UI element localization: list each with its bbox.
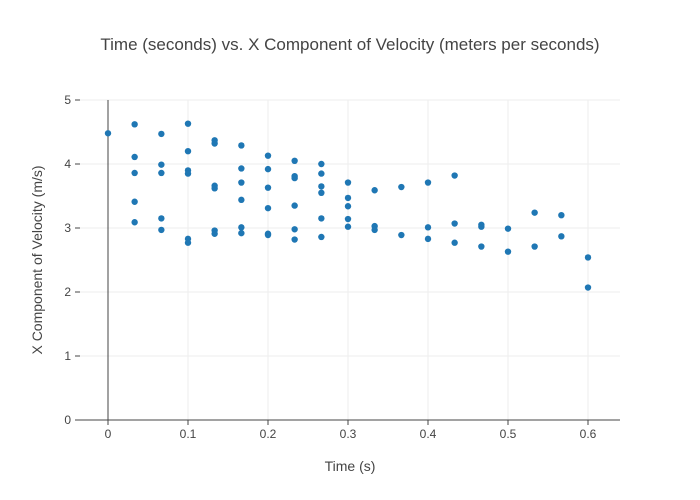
data-point	[478, 243, 485, 250]
y-tick-label: 1	[64, 349, 71, 363]
data-point	[424, 224, 432, 231]
data-point	[211, 140, 218, 147]
data-point	[264, 231, 272, 239]
data-point	[291, 174, 298, 182]
data-point	[451, 172, 458, 179]
data-point	[184, 120, 192, 127]
data-point	[291, 157, 298, 164]
y-tick-label: 2	[64, 285, 71, 299]
data-point	[158, 161, 165, 168]
data-point	[344, 179, 352, 186]
data-point	[318, 189, 325, 196]
x-tick-labels: 0 0.1 0.2 0.3 0.4 0.5 0.6	[105, 427, 597, 441]
data-point	[344, 194, 352, 202]
y-tick-label: 4	[64, 157, 71, 171]
grid-layer	[80, 99, 620, 420]
data-point	[264, 152, 272, 159]
data-point	[318, 233, 325, 241]
data-point	[131, 219, 138, 226]
data-point	[451, 220, 458, 227]
data-point	[211, 185, 218, 192]
data-point	[291, 226, 298, 233]
data-point	[398, 183, 405, 191]
x-tick-label: 0.6	[580, 427, 597, 441]
data-point	[264, 184, 272, 191]
data-point	[371, 226, 378, 234]
y-axis-title: X Component of Velocity (m/s)	[29, 165, 45, 354]
data-point	[504, 248, 512, 255]
data-point	[371, 187, 378, 194]
data-point	[184, 170, 192, 177]
data-point	[131, 121, 138, 128]
data-point	[158, 130, 165, 138]
x-tick-label: 0.5	[500, 427, 517, 441]
data-point	[131, 153, 138, 161]
data-point	[184, 239, 192, 246]
data-point	[238, 229, 245, 237]
data-point	[158, 169, 165, 177]
x-axis-title: Time (s)	[325, 458, 376, 474]
data-point	[558, 233, 565, 240]
data-point	[238, 196, 245, 204]
points-layer	[104, 120, 592, 291]
y-tick-label: 3	[64, 221, 71, 235]
x-tick-label: 0	[105, 427, 112, 441]
data-point	[344, 223, 352, 230]
data-point	[131, 169, 138, 177]
y-tick-label: 0	[64, 413, 71, 427]
y-tick-label: 5	[64, 93, 71, 107]
data-point	[478, 223, 485, 230]
data-point	[531, 209, 538, 216]
chart-title: Time (seconds) vs. X Component of Veloci…	[100, 35, 599, 54]
data-point	[584, 254, 592, 261]
data-point	[584, 284, 592, 291]
data-point	[131, 198, 138, 205]
data-point	[318, 215, 325, 222]
data-point	[264, 165, 272, 173]
data-point	[238, 179, 245, 186]
data-point	[531, 243, 538, 250]
data-point	[344, 203, 352, 210]
axis-layer	[75, 99, 620, 425]
data-point	[558, 212, 565, 219]
data-point	[318, 160, 325, 168]
data-point	[238, 224, 245, 231]
data-point	[104, 130, 112, 137]
x-tick-label: 0.1	[180, 427, 197, 441]
data-point	[451, 239, 458, 246]
data-point	[318, 183, 325, 190]
data-point	[344, 215, 352, 223]
data-point	[184, 148, 192, 155]
x-tick-label: 0.3	[340, 427, 357, 441]
x-tick-label: 0.2	[260, 427, 277, 441]
data-point	[238, 142, 245, 149]
data-point	[291, 236, 298, 243]
data-point	[504, 225, 512, 232]
data-point	[424, 179, 432, 186]
y-tick-labels: 0 1 2 3 4 5	[64, 93, 71, 427]
data-point	[158, 226, 165, 234]
x-tick-label: 0.4	[420, 427, 437, 441]
data-point	[158, 215, 165, 222]
data-point	[398, 231, 405, 239]
data-point	[424, 235, 432, 243]
data-point	[211, 230, 218, 237]
data-point	[264, 204, 272, 212]
data-point	[238, 165, 245, 172]
data-point	[291, 202, 298, 209]
data-point	[318, 170, 325, 177]
